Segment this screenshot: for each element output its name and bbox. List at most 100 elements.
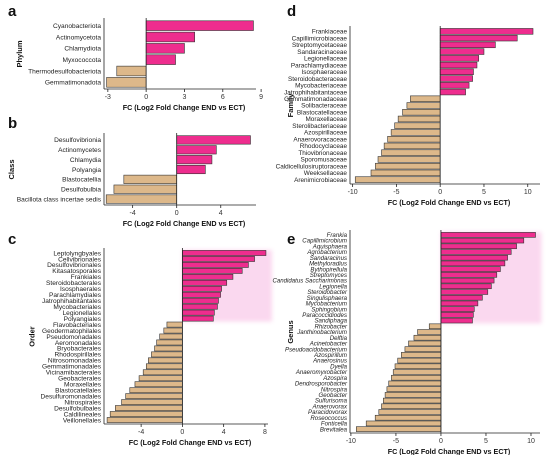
bar-chlamydia bbox=[176, 155, 213, 165]
bar-aeromonadales bbox=[156, 339, 183, 346]
x-tick-label: 10 bbox=[527, 438, 535, 445]
bar-vicinamibacterales bbox=[142, 369, 183, 376]
bar-desulfovibrionales bbox=[182, 262, 249, 268]
category-label: Gemmatimonadaceae bbox=[284, 96, 347, 103]
bar-frankia bbox=[440, 232, 536, 238]
bar-singulisphaera bbox=[440, 294, 483, 301]
category-label: Jatrophihabitantaceae bbox=[284, 89, 347, 96]
category-label: Jatrophihabitantales bbox=[42, 298, 102, 305]
category-label: Pseudomonadales bbox=[46, 334, 101, 341]
bar-anaerovoracaceae bbox=[387, 135, 441, 143]
category-label: Geobacterales bbox=[58, 376, 102, 383]
category-label: Anaeromyxobacter bbox=[295, 369, 348, 376]
bar-myxococcota bbox=[145, 54, 176, 65]
bar-blastocatellales bbox=[129, 387, 183, 394]
bar-blastocatellia bbox=[123, 174, 177, 184]
bar-leptolyngbyales bbox=[182, 250, 267, 256]
category-label: Capillimicrobiaceae bbox=[292, 35, 348, 42]
bar-legionella bbox=[440, 283, 492, 290]
category-label: Isosphaeraceae bbox=[302, 69, 348, 76]
category-label: Steroidobacter bbox=[307, 289, 348, 296]
bar-actinomycetes bbox=[176, 145, 217, 155]
category-label: Azospirillum bbox=[313, 352, 347, 359]
x-tick-label: 0 bbox=[180, 429, 184, 436]
bar-flavobacteriales bbox=[166, 321, 183, 328]
category-label: Azospira bbox=[322, 375, 347, 382]
bar-bryobacterales bbox=[154, 345, 183, 352]
bar-azospirillum bbox=[401, 352, 442, 358]
category-label: Aeromonadales bbox=[55, 340, 102, 347]
bar-pseudoacidobacterium bbox=[404, 346, 442, 352]
x-tick-label: -3 bbox=[105, 94, 111, 101]
bar-caldilineales bbox=[109, 411, 183, 417]
category-label: Gemmatimonadales bbox=[42, 364, 102, 371]
bar-jatrophihabitantaceae bbox=[439, 88, 466, 96]
bar-thiovibrionaceae bbox=[381, 149, 441, 156]
bar-paracidovorax bbox=[378, 409, 442, 415]
category-label: Sporomusaceae bbox=[300, 157, 347, 164]
x-tick-label: -5 bbox=[393, 438, 399, 445]
bar-gemmatimonadales bbox=[145, 363, 183, 370]
y-axis-title: Phylum bbox=[15, 40, 24, 67]
bar-legionellaceae bbox=[439, 55, 480, 62]
bar-mycobacterium bbox=[440, 300, 479, 307]
x-tick-label: 4 bbox=[219, 210, 223, 217]
bar-sporomusaceae bbox=[377, 156, 441, 163]
bar-desulfobulbales bbox=[115, 405, 183, 411]
category-label: Vicinamibacterales bbox=[46, 370, 102, 377]
bar-bacillota-class-incertae-sedis bbox=[105, 194, 177, 204]
category-label: Nitrosomonadales bbox=[48, 358, 102, 365]
category-label: Legionella bbox=[319, 283, 347, 290]
category-label: Steroidobacteraceae bbox=[288, 76, 347, 83]
y-axis-title: Class bbox=[7, 159, 16, 179]
category-label: Legionellales bbox=[63, 310, 102, 317]
category-label: Capillimicrobium bbox=[302, 238, 347, 245]
category-label: Geobacter bbox=[319, 392, 348, 399]
category-label: Acinetobacter bbox=[309, 341, 348, 348]
category-label: Nitrospira bbox=[321, 386, 348, 393]
panel-letter: b bbox=[8, 115, 17, 132]
bar-paracoccidiodes bbox=[440, 312, 474, 318]
category-label: Candidatus Saccharimonas bbox=[272, 278, 347, 285]
bar-cellvibrionales bbox=[182, 256, 255, 262]
category-label: Sandiphaga bbox=[314, 318, 347, 325]
bar-gemmatimonadaceae bbox=[410, 95, 441, 102]
bar-agrobacterium bbox=[440, 249, 512, 255]
x-tick-label: 0 bbox=[439, 438, 443, 445]
bar-sandiphaga bbox=[440, 317, 473, 324]
category-label: Moraxellaceae bbox=[305, 116, 347, 123]
category-label: Paracidovorax bbox=[308, 409, 348, 416]
bar-mycobacteriaceae bbox=[439, 82, 470, 89]
bar-sulfurisoma bbox=[383, 397, 442, 404]
category-label: Gemmatimonadota bbox=[45, 80, 101, 87]
panel-c: c LeptolyngbyalesCellvibrionalesDesulfovi… bbox=[8, 231, 272, 447]
y-axis-title: Order bbox=[28, 326, 37, 347]
bar-methyloradius bbox=[440, 260, 506, 267]
category-label: Brevitalea bbox=[320, 426, 348, 433]
panel-b: b Desulfovibrionia Actinomycetes Chlamydia P… bbox=[7, 115, 256, 228]
category-label: Parachlamydiales bbox=[49, 292, 102, 299]
bar-frankiales bbox=[182, 273, 234, 280]
bar-parachlamydiales bbox=[182, 291, 221, 298]
bar-jatrophihabitantales bbox=[182, 297, 219, 304]
bar-frankiaceae bbox=[439, 28, 534, 35]
category-label: Sterolibacteriaceae bbox=[292, 123, 347, 130]
bar-moraxellales bbox=[134, 381, 183, 388]
category-label: Legionellaceae bbox=[304, 56, 347, 63]
x-axis-title: FC (Log2 Fold Change END vs ECT) bbox=[129, 438, 252, 447]
x-tick-label: -10 bbox=[346, 438, 356, 445]
category-label: Actinomycetes bbox=[58, 147, 102, 154]
bar-weeksellaceae bbox=[370, 169, 441, 177]
category-label: Thermodesulfobacteriota bbox=[28, 68, 101, 75]
bar-anaerovorax bbox=[381, 403, 442, 410]
category-label: Janthinobacterium bbox=[296, 329, 347, 336]
category-label: Frankiales bbox=[71, 274, 102, 281]
category-label: Dendrosporobacter bbox=[295, 381, 348, 388]
category-label: Parachlamydiaceae bbox=[291, 62, 348, 69]
bar-rhodocyclaceae bbox=[383, 142, 441, 150]
category-label: Dyella bbox=[330, 363, 348, 370]
panel-e: e FrankiaCapillimicrobiumAquisphaeraAgrob… bbox=[272, 230, 542, 455]
x-tick-label: -10 bbox=[348, 189, 358, 196]
panel-d: d FrankiaceaeCapillimicrobiaceaeStreptomy… bbox=[276, 3, 540, 207]
category-label: Bryobacterales bbox=[57, 346, 102, 353]
